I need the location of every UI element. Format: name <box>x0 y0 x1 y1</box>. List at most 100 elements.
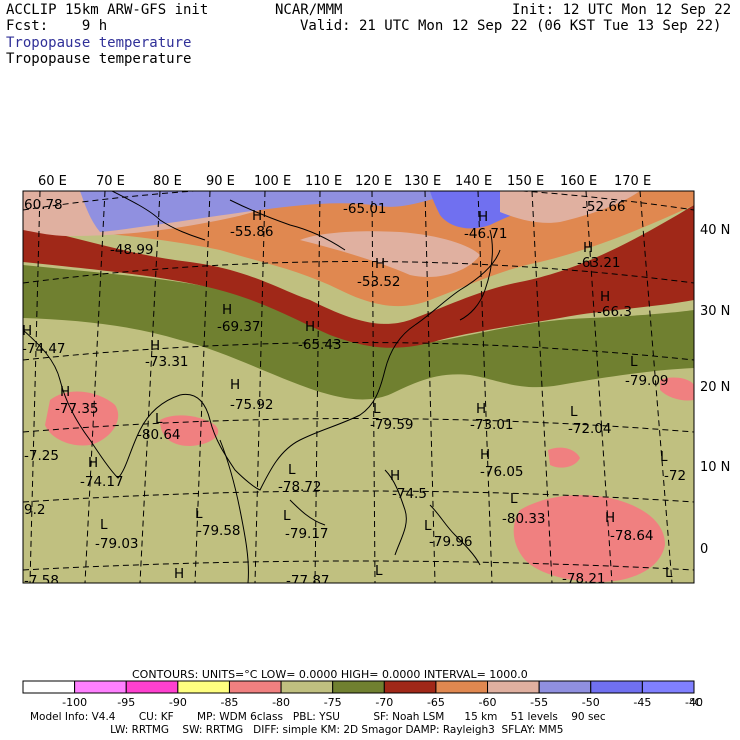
high-marker: H <box>88 455 98 471</box>
value-label: -80.64 <box>137 427 181 443</box>
center-name: NCAR/MMM <box>275 2 343 18</box>
value-label: -78.21 <box>562 571 606 587</box>
low-marker: L <box>630 354 638 370</box>
lon-label: 130 E <box>404 174 441 189</box>
forecast-hour: Fcst: 9 h <box>6 18 108 34</box>
lat-label: 40 N <box>700 223 730 238</box>
low-marker: L <box>660 449 668 465</box>
longitude-labels: 60 E 70 E 80 E 90 E 100 E 110 E 120 E 13… <box>38 174 651 189</box>
colorbar-swatch <box>641 680 695 694</box>
low-marker: L <box>510 491 518 507</box>
high-marker: H <box>600 289 610 305</box>
colorbar-tick-label: -70 <box>375 696 393 709</box>
value-label: -79.17 <box>285 526 329 542</box>
value-label: -76.05 <box>480 464 524 480</box>
value-label: -79.03 <box>95 536 139 552</box>
low-marker: L <box>373 401 381 417</box>
low-marker: L <box>155 411 163 427</box>
value-label: -65.43 <box>298 337 342 353</box>
colorbar-tick-label: -65 <box>427 696 445 709</box>
map-frame <box>22 190 695 584</box>
value-label: -72 <box>664 468 686 484</box>
colorbar-tick-label: -100 <box>62 696 87 709</box>
lat-label: 20 N <box>700 380 730 395</box>
colorbar-unit: °C <box>689 696 703 709</box>
colorbar-tick-label: -40 <box>685 696 703 709</box>
lon-label: 150 E <box>507 174 544 189</box>
value-label: -55.86 <box>230 224 274 240</box>
colorbar-tick-label: -45 <box>633 696 651 709</box>
valid-time: Valid: 21 UTC Mon 12 Sep 22 (06 KST Tue … <box>300 18 722 34</box>
high-marker: H <box>222 302 232 318</box>
colorbar-swatch <box>435 680 489 694</box>
value-label: -74.47 <box>22 341 66 357</box>
value-label: -79.59 <box>370 417 414 433</box>
value-label: -63.21 <box>577 255 621 271</box>
colorbar-tick-label: -80 <box>272 696 290 709</box>
colorbar-tick-label: -50 <box>582 696 600 709</box>
value-label: -65.01 <box>343 201 387 217</box>
latitude-labels: 40 N 30 N 20 N 10 N 0 <box>700 223 730 557</box>
colorbar-tick-label: -95 <box>117 696 135 709</box>
value-label: -78.64 <box>610 528 654 544</box>
map-grid <box>23 191 694 583</box>
value-label: -74.5 <box>392 486 427 502</box>
value-label: -7.25 <box>24 448 59 464</box>
lon-label: 100 E <box>254 174 291 189</box>
value-label: -66.3 <box>597 304 632 320</box>
colorbar-swatch <box>22 680 76 694</box>
low-marker: L <box>424 518 432 534</box>
lon-label: 140 E <box>455 174 492 189</box>
field-title-blue: Tropopause temperature <box>6 35 192 51</box>
high-marker: H <box>583 240 593 256</box>
shaded-field <box>23 191 694 583</box>
colorbar-tick-label: -60 <box>479 696 497 709</box>
lon-label: 90 E <box>206 174 235 189</box>
value-label: -52.66 <box>582 199 626 215</box>
lat-label: 10 N <box>700 460 730 475</box>
value-label: -53.52 <box>357 274 401 290</box>
contours-info: CONTOURS: UNITS=°C LOW= 0.0000 HIGH= 0.0… <box>132 668 528 681</box>
lat-label: 0 <box>700 542 708 557</box>
lat-label: 30 N <box>700 304 730 319</box>
high-marker: H <box>22 323 32 339</box>
high-marker: H <box>305 319 315 335</box>
colorbar-swatch <box>177 680 230 694</box>
lon-label: 170 E <box>614 174 651 189</box>
lon-label: 110 E <box>305 174 342 189</box>
colorbar-swatch <box>332 680 385 694</box>
field-title-black: Tropopause temperature <box>6 51 192 67</box>
low-marker: L <box>283 508 291 524</box>
value-label: 60.78 <box>24 197 63 213</box>
low-marker: L <box>288 462 296 478</box>
colorbar-tick-label: -75 <box>324 696 342 709</box>
value-label: -73.31 <box>145 354 189 370</box>
lon-label: 70 E <box>96 174 125 189</box>
colorbar-swatch <box>125 680 179 694</box>
init-time: Init: 12 UTC Mon 12 Sep 22 <box>512 2 732 18</box>
high-marker: H <box>480 447 490 463</box>
high-marker: H <box>390 468 400 484</box>
colorbar-tick-label: -55 <box>530 696 548 709</box>
model-info-line-1: Model Info: V4.4 CU: KF MP: WDM 6class P… <box>30 711 606 723</box>
high-marker: H <box>230 377 240 393</box>
high-marker: H <box>478 209 488 225</box>
colorbar-swatch <box>590 680 643 694</box>
colorbar-tick-label: -85 <box>220 696 238 709</box>
value-label: -79.58 <box>197 523 241 539</box>
value-label: -73.01 <box>470 417 514 433</box>
low-marker: L <box>195 506 203 522</box>
low-marker: L <box>375 563 383 579</box>
value-label: -74.17 <box>80 474 124 490</box>
value-label: -79.09 <box>625 373 669 389</box>
high-marker: H <box>375 256 385 272</box>
value-label: -77.87 <box>286 573 330 589</box>
value-label: -80.33 <box>502 511 546 527</box>
value-label: -77.35 <box>55 401 99 417</box>
value-label: 9.2 <box>24 502 45 518</box>
lon-label: 80 E <box>153 174 182 189</box>
high-marker: H <box>150 338 160 354</box>
colorbar-swatch <box>487 680 540 694</box>
model-info-line-2: LW: RRTMG SW: RRTMG DIFF: simple KM: 2D … <box>30 724 564 736</box>
